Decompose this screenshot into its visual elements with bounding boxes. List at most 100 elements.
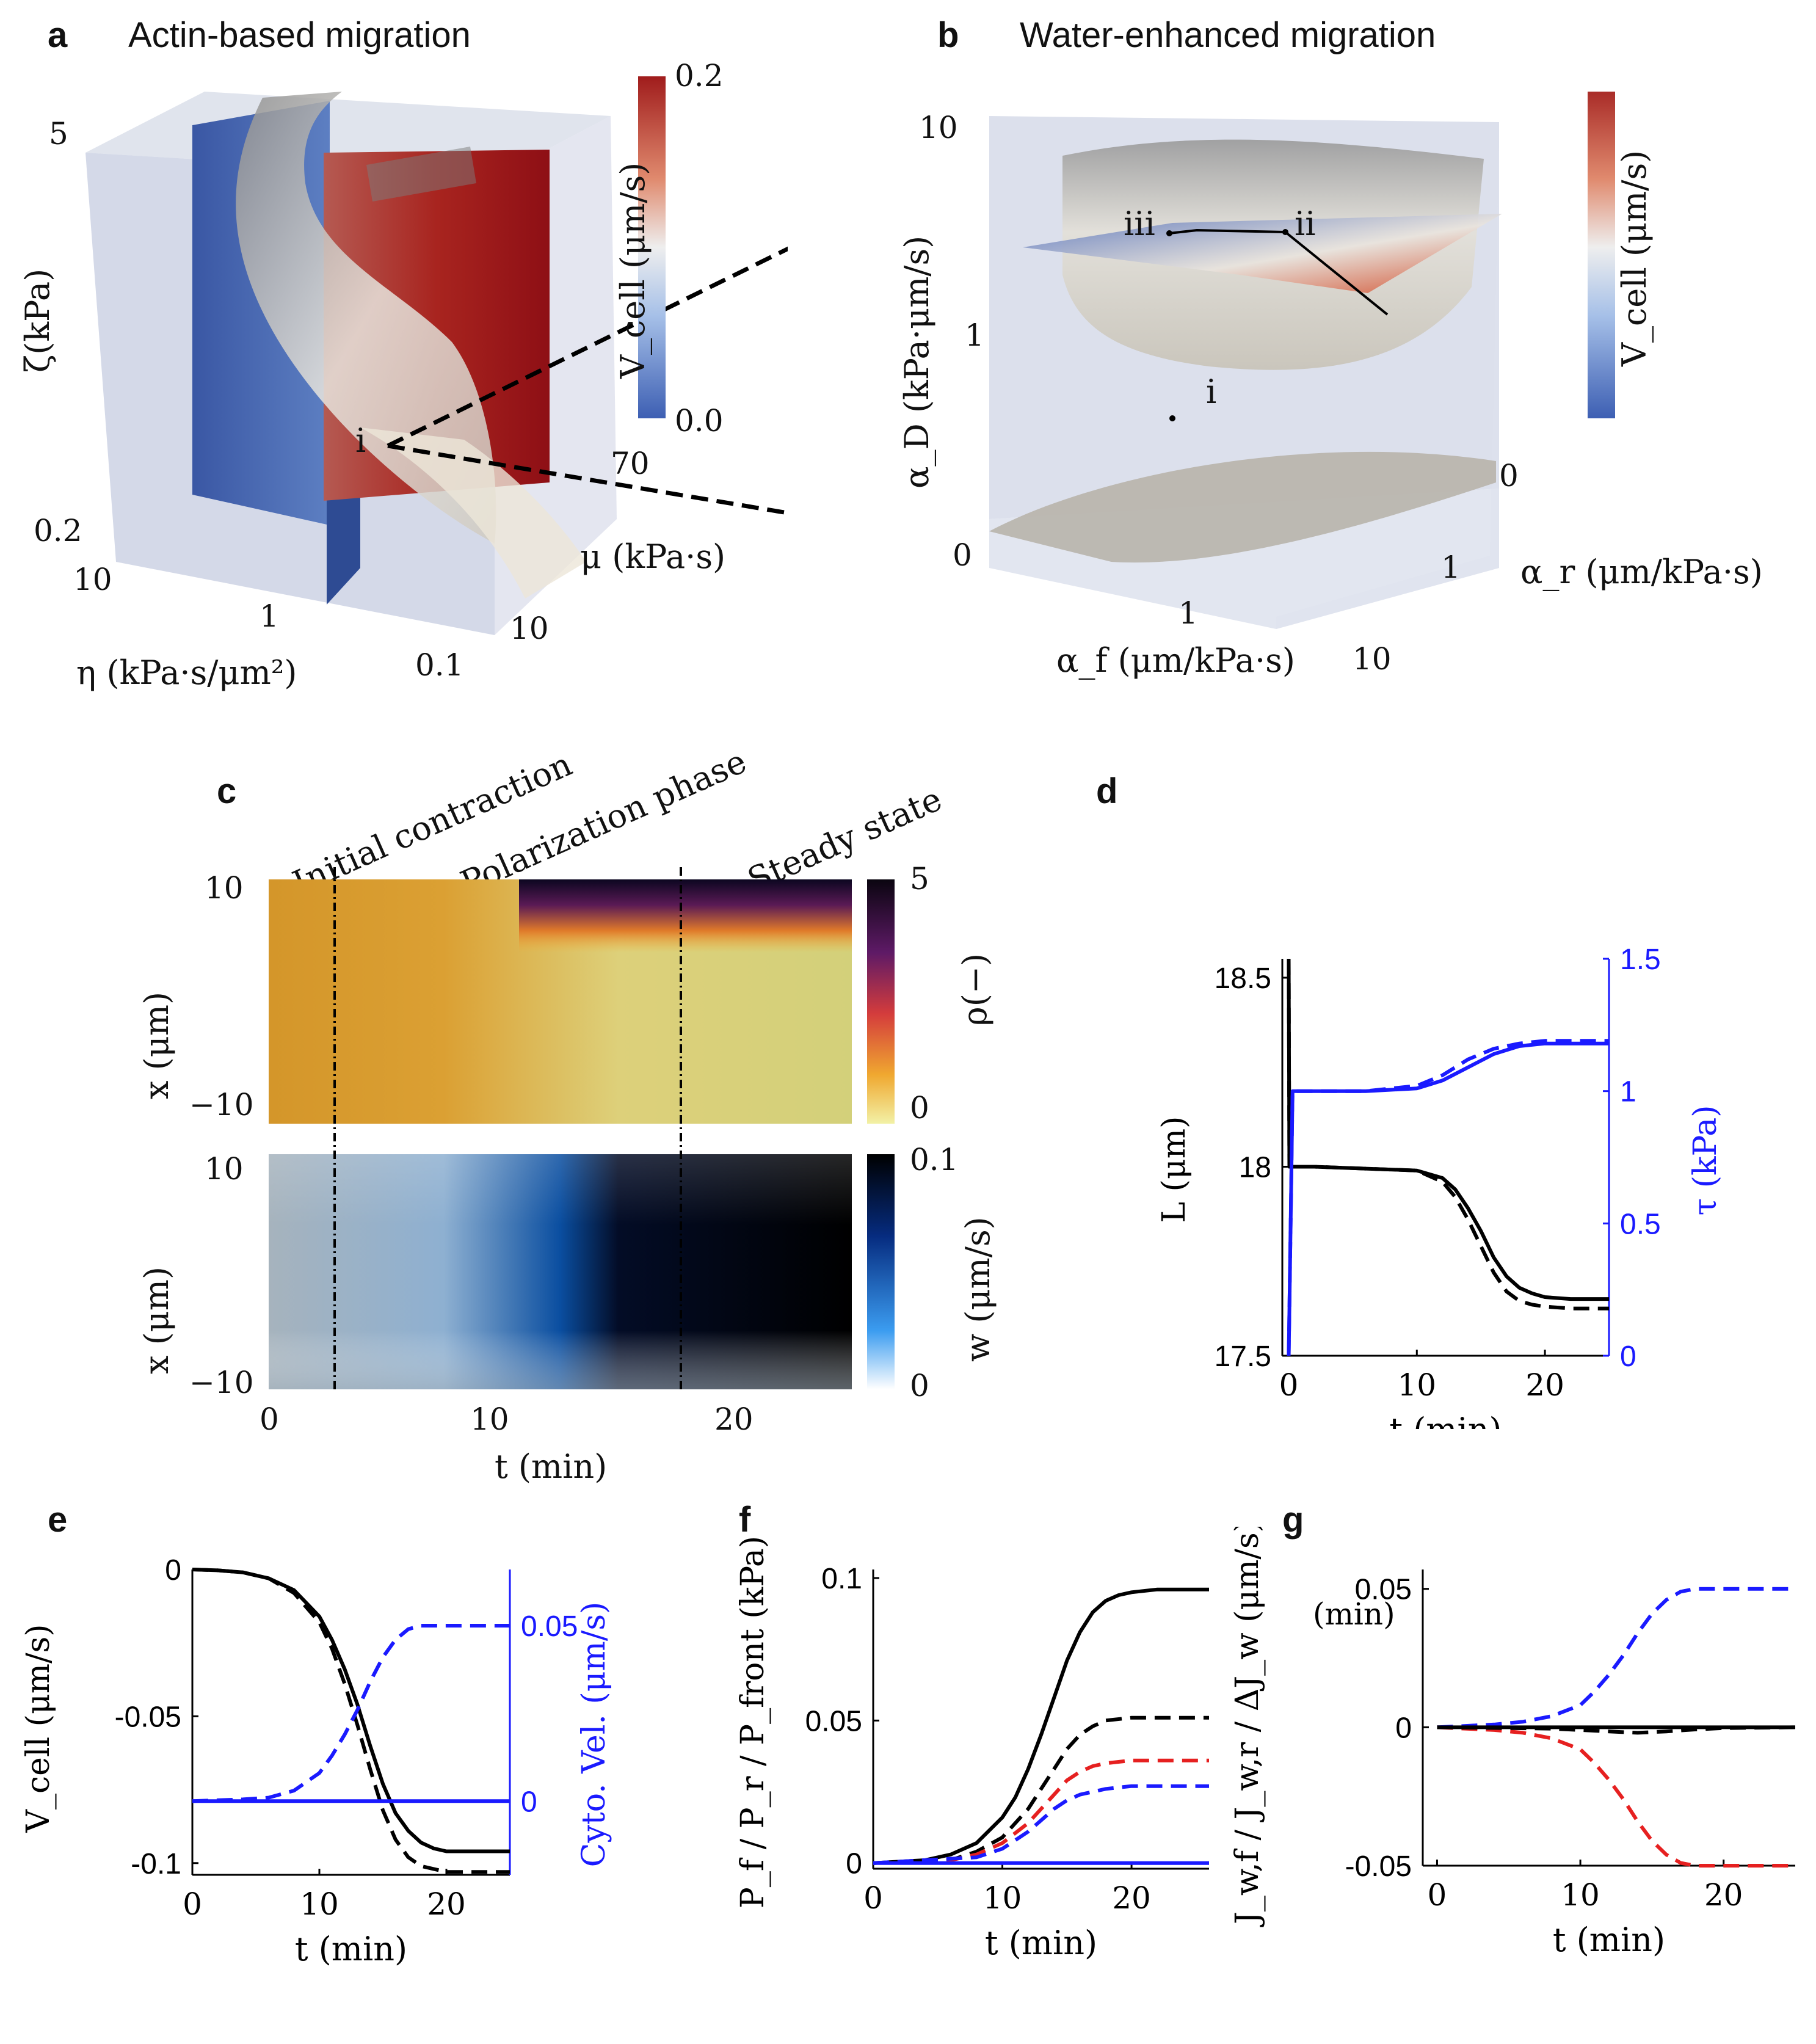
x-tick-label: 0 (1279, 1367, 1299, 1403)
rho-ylabel: x (μm) (137, 991, 176, 1099)
zeta-bottom-tick: 0.2 (34, 513, 82, 548)
series-line-f (873, 1784, 1209, 1865)
alphaF-axis-label: α_f (μm/kPa·s) (1056, 641, 1295, 680)
w-cbar-max: 0.1 (910, 1142, 959, 1177)
x-axis-label: t (min) (1389, 1411, 1502, 1429)
x-tick-label: 20 (427, 1886, 466, 1922)
y-tick-label: 18.5 (1215, 962, 1271, 995)
x-axis-label: t (min) (1553, 1921, 1665, 1959)
series-line-e (192, 1568, 510, 1853)
eta-01-tick: 0.1 (415, 647, 464, 683)
x-tick-label: 10 (300, 1886, 339, 1922)
alphaD-1-tick: 1 (965, 318, 984, 353)
y-axis-label: J_w,f / J_w,r / ΔJ_w (μm/s) (1229, 1527, 1266, 1927)
y-tick-label: 0 (165, 1554, 181, 1587)
c-x-tick-0: 0 (260, 1402, 279, 1437)
w-colorbar (867, 1154, 895, 1389)
cbar-b-label: V_cell (μm/s) (1615, 150, 1654, 366)
y-axis-label: L (μm) (1156, 1116, 1193, 1223)
mu-axis-label: μ (kPa·s) (580, 537, 726, 576)
panel-g-letter: g (1282, 1500, 1304, 1540)
chart-f: 0 10 20 0 0.05 0.1 t (min) P_f / P_r / P_front … (735, 1536, 1209, 1962)
red-slice-top (366, 147, 476, 202)
panel-a-cube (85, 76, 788, 635)
point-iii-label: iii (1124, 205, 1155, 243)
alphaR-0-tick: 0 (1499, 458, 1519, 493)
x-tick-label: 20 (1525, 1367, 1564, 1403)
cbar-a-min: 0.0 (675, 403, 724, 438)
alphaF-1-tick: 1 (1179, 595, 1198, 631)
connector-upper (387, 246, 788, 448)
y-axis-label: V_cell (μm/s) (20, 1624, 57, 1833)
trajectory-line (1169, 228, 1389, 316)
series-line-f (873, 1758, 1209, 1865)
chart-g: 0 10 20 0.05 0 -0.05 t (min) J_w,f / J_w,r / ΔJ… (1229, 1527, 1796, 1959)
x-tick-label: 10 (983, 1880, 1022, 1916)
y2-tick-label: 0 (1620, 1340, 1636, 1373)
colorbar-a (638, 76, 666, 418)
rho-colorbar (867, 879, 895, 1124)
rho-cbar-min: 0 (910, 1090, 929, 1126)
x-tick-label: 10 (1397, 1367, 1436, 1403)
mu-70-tick: 70 (611, 446, 650, 481)
y-tick-label: 17.5 (1215, 1340, 1271, 1373)
y2-tick-label: 0 (521, 1786, 537, 1818)
chart-d: 0 10 20 17.5 18 18.5 0 0.5 1 1.5 t (min) L (μm) τ (k… (1156, 944, 1724, 1429)
chart-e: 0 10 200-0.05-0.100.05t (min)V_cell (μm/s)… (20, 1554, 612, 1968)
point-i-a: i (355, 421, 366, 460)
panel-a-title: Actin-based migration (128, 15, 471, 55)
gray-surface (236, 92, 496, 544)
zeta-top-tick: 5 (49, 116, 68, 151)
series-line-d (1287, 1039, 1609, 1356)
c-x-tick-10: 10 (470, 1402, 509, 1437)
zeta-axis-label: ζ(kPa) (18, 268, 57, 373)
point-i-marker (1169, 415, 1175, 421)
x-tick-label: 0 (183, 1886, 202, 1922)
panel-e-letter: e (48, 1500, 68, 1540)
rho-front-accumulation (519, 879, 852, 953)
panel-a-letter: a (48, 15, 68, 55)
x-axis-label: t (min) (295, 1930, 407, 1968)
rho-cbar-max: 5 (910, 861, 929, 897)
y-tick-label: 0.05 (805, 1705, 862, 1737)
lower-surface (989, 451, 1496, 563)
series-line-g (1437, 1587, 1795, 1729)
y-tick-label: -0.05 (1345, 1850, 1412, 1883)
alphaR-axis-label: α_r (μm/kPa·s) (1520, 553, 1763, 591)
cbar-a-label: V_cell (μm/s) (614, 162, 652, 379)
x-tick-label: 0 (1428, 1877, 1447, 1913)
chart-annotation: (min) (1313, 1596, 1395, 1632)
y-tick-label: 0.1 (821, 1563, 862, 1595)
point-i-b-label: i (1206, 373, 1217, 411)
series-line-d (1287, 958, 1609, 1301)
surface-bottom (360, 427, 586, 598)
series-line-e (192, 1568, 510, 1874)
connector-lower (387, 443, 788, 515)
panel-c-letter: c (217, 771, 237, 811)
y2-tick-label: 0.05 (521, 1610, 578, 1643)
panel-b-cube (989, 92, 1615, 629)
alphaD-0-tick: 0 (953, 537, 972, 573)
y-tick-label: -0.1 (131, 1848, 181, 1880)
panel-f-letter: f (739, 1500, 751, 1540)
y-axis-label: P_f / P_r / P_front (kPa) (735, 1536, 771, 1908)
panel-b-title: Water-enhanced migration (1020, 15, 1436, 55)
x-tick-label: 10 (1561, 1877, 1600, 1913)
alphaD-10-tick: 10 (919, 110, 958, 145)
y-tick-label: 18 (1239, 1151, 1271, 1184)
colorbar-b (1588, 92, 1615, 418)
y2-axis-label: τ (kPa) (1687, 1105, 1724, 1215)
panel-c-heatmaps (269, 867, 895, 1392)
series-line-e (192, 1624, 510, 1803)
y2-tick-label: 1 (1620, 1076, 1636, 1108)
y2-tick-label: 0.5 (1620, 1208, 1661, 1240)
w-cbar-label: w (μm/s) (959, 1217, 997, 1362)
mu-10-tick: 10 (510, 611, 549, 646)
panel-b-letter: b (937, 15, 959, 55)
w-heatmap-shading (269, 1154, 852, 1389)
series-line-g (1437, 1725, 1795, 1868)
y-tick-label: 0 (846, 1848, 862, 1880)
x-tick-label: 20 (1704, 1877, 1743, 1913)
x-tick-label: 20 (1112, 1880, 1151, 1916)
alphaF-10-tick: 10 (1353, 641, 1392, 677)
